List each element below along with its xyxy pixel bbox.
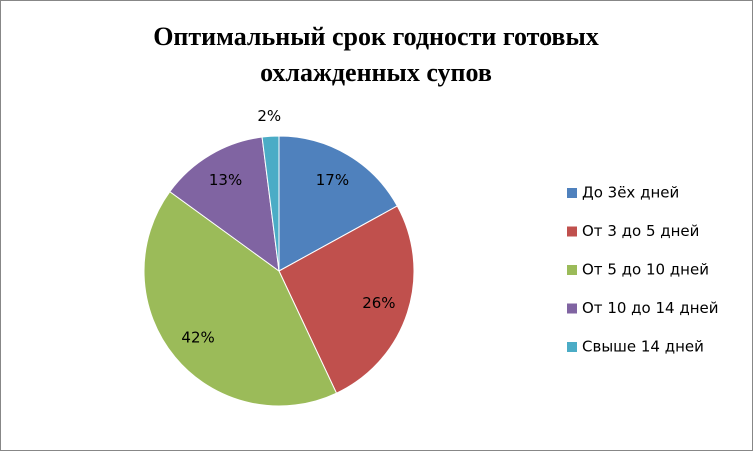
pie-slice — [143, 190, 338, 407]
data-label: 26% — [362, 294, 395, 312]
pie-slice — [261, 135, 280, 272]
legend-swatch — [567, 342, 577, 352]
data-label: 2% — [257, 107, 281, 125]
data-label: 42% — [181, 328, 214, 346]
legend-label: От 10 до 14 дней — [582, 299, 719, 317]
pie-slice — [278, 205, 415, 394]
legend-swatch — [567, 226, 577, 237]
legend-label: Свыше 14 дней — [582, 338, 704, 356]
legend-swatch — [567, 265, 577, 275]
legend-label: От 5 до 10 дней — [582, 261, 709, 279]
legend-label: До 3ёх дней — [582, 184, 679, 202]
legend-swatch — [567, 188, 577, 198]
pie-slice — [278, 135, 398, 272]
chart-title: Оптимальный срок годности готовых охлажд… — [153, 22, 599, 87]
legend-label: От 3 до 5 дней — [582, 222, 699, 240]
data-label: 17% — [316, 171, 349, 189]
data-label: 13% — [209, 171, 242, 189]
legend-swatch — [567, 303, 577, 314]
pie-slice — [169, 136, 280, 273]
